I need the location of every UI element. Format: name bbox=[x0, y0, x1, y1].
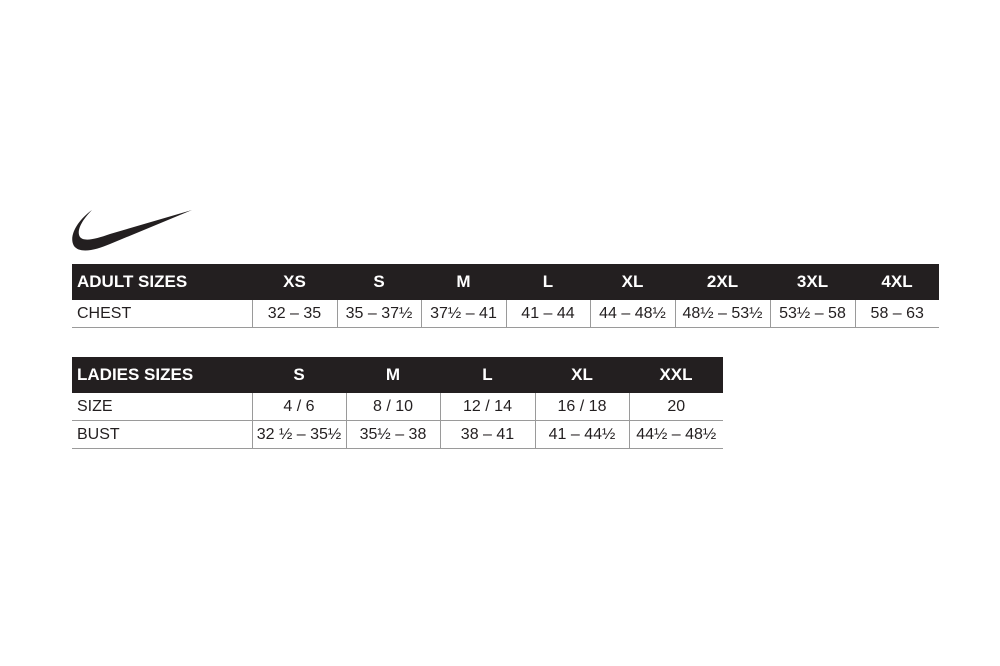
cell: 35 – 37½ bbox=[336, 300, 421, 328]
size-header: XL bbox=[590, 264, 675, 300]
size-header: XXL bbox=[629, 357, 723, 393]
cell: 20 bbox=[628, 393, 723, 421]
size-header: M bbox=[421, 264, 506, 300]
ladies-header-row: LADIES SIZES S M L XL XXL bbox=[72, 357, 723, 393]
cell: 12 / 14 bbox=[439, 393, 535, 421]
cell: 44 – 48½ bbox=[589, 300, 675, 328]
cell: 4 / 6 bbox=[251, 393, 346, 421]
adult-sizes-title: ADULT SIZES bbox=[72, 264, 252, 300]
ladies-sizes-title: LADIES SIZES bbox=[72, 357, 252, 393]
adult-header-row: ADULT SIZES XS S M L XL 2XL 3XL 4XL bbox=[72, 264, 939, 300]
bust-row: BUST 32 ½ – 35½ 35½ – 38 38 – 41 41 – 44… bbox=[72, 420, 723, 449]
size-header: L bbox=[440, 357, 535, 393]
cell: 32 – 35 bbox=[251, 300, 337, 328]
cell: 16 / 18 bbox=[534, 393, 629, 421]
chest-row: CHEST 32 – 35 35 – 37½ 37½ – 41 41 – 44 … bbox=[72, 300, 939, 328]
cell: 41 – 44½ bbox=[534, 420, 629, 449]
cell: 8 / 10 bbox=[345, 393, 440, 421]
size-header: XL bbox=[535, 357, 629, 393]
size-row: SIZE 4 / 6 8 / 10 12 / 14 16 / 18 20 bbox=[72, 393, 723, 421]
size-header: S bbox=[337, 264, 421, 300]
row-label: BUST bbox=[72, 420, 252, 449]
cell: 53½ – 58 bbox=[769, 300, 855, 328]
ladies-sizes-table: LADIES SIZES S M L XL XXL SIZE 4 / 6 8 /… bbox=[72, 357, 723, 449]
size-header: 2XL bbox=[675, 264, 770, 300]
size-header: 3XL bbox=[770, 264, 855, 300]
size-header: M bbox=[346, 357, 440, 393]
cell: 35½ – 38 bbox=[345, 420, 440, 449]
cell: 58 – 63 bbox=[854, 300, 939, 328]
cell: 48½ – 53½ bbox=[674, 300, 770, 328]
cell: 38 – 41 bbox=[439, 420, 535, 449]
size-header: 4XL bbox=[855, 264, 939, 300]
adult-sizes-table: ADULT SIZES XS S M L XL 2XL 3XL 4XL CHES… bbox=[72, 264, 939, 328]
size-header: S bbox=[252, 357, 346, 393]
row-label: CHEST bbox=[72, 300, 252, 328]
cell: 37½ – 41 bbox=[420, 300, 506, 328]
size-header: L bbox=[506, 264, 590, 300]
row-label: SIZE bbox=[72, 393, 252, 421]
cell: 44½ – 48½ bbox=[628, 420, 723, 449]
nike-swoosh-logo bbox=[72, 210, 192, 251]
size-header: XS bbox=[252, 264, 337, 300]
cell: 32 ½ – 35½ bbox=[251, 420, 346, 449]
cell: 41 – 44 bbox=[505, 300, 590, 328]
